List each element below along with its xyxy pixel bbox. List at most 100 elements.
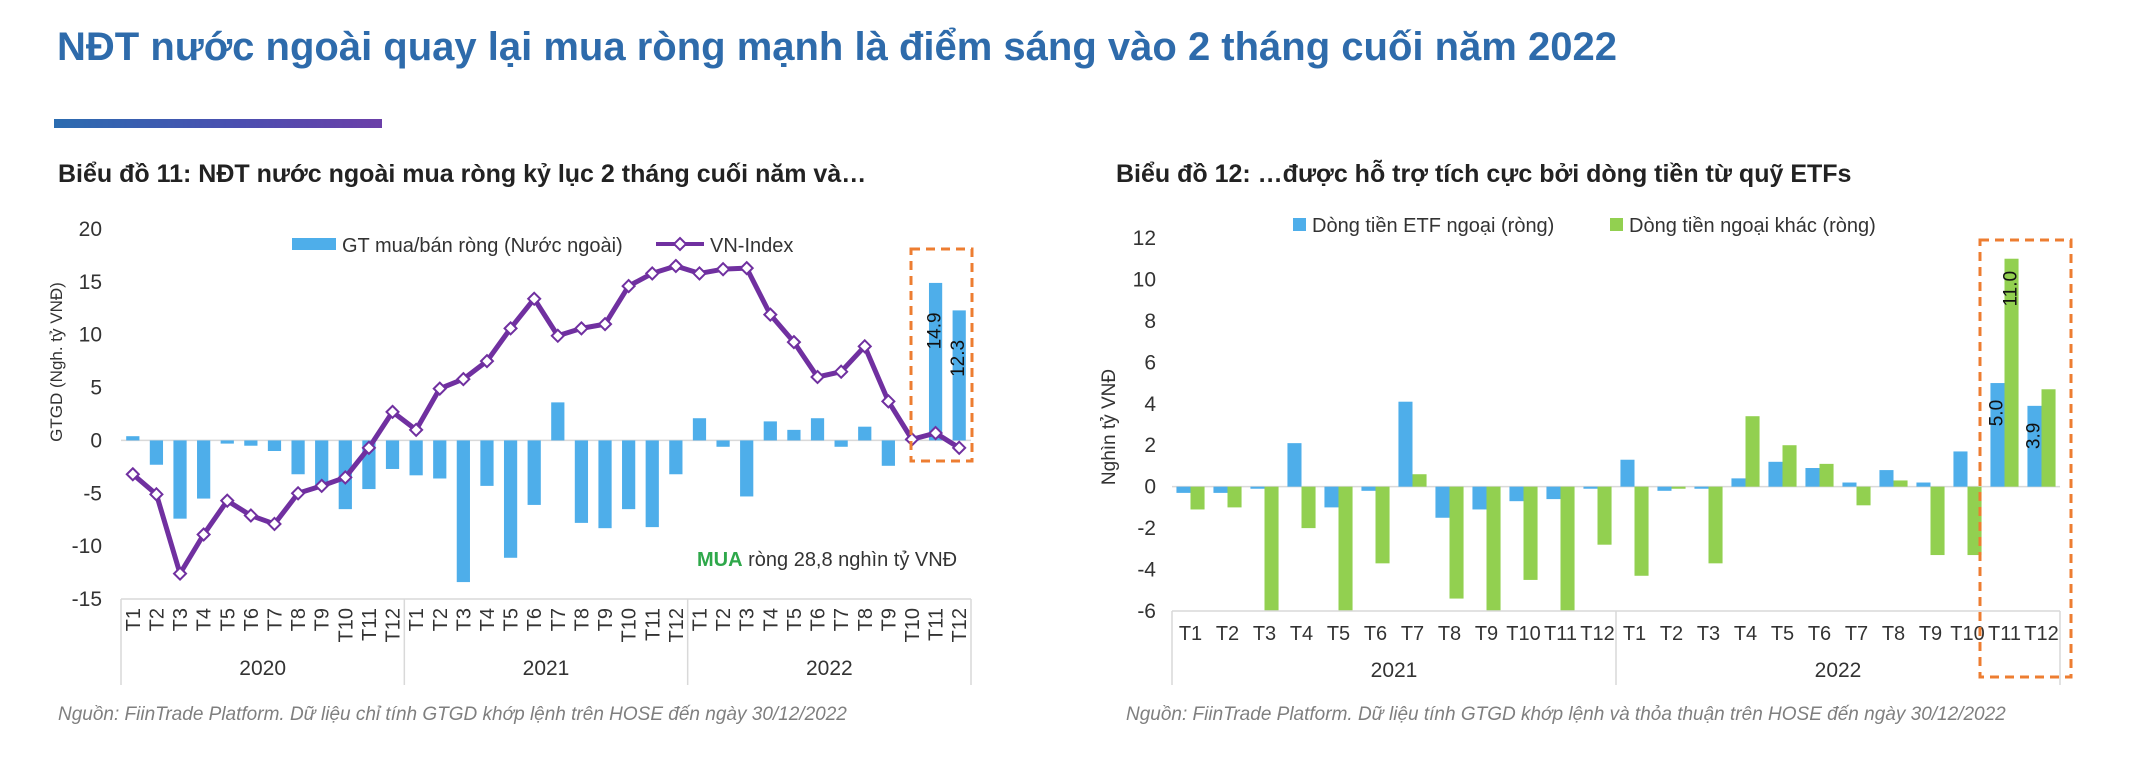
chart11-bar <box>645 440 659 528</box>
chart11-vnindex-marker <box>385 404 400 420</box>
chart11-bar <box>267 440 282 451</box>
chart11-ylabel: GTGD (Ngh. tỷ VNĐ) <box>47 282 66 442</box>
chart11-bar <box>740 440 754 497</box>
chart11-vnindex-marker <box>125 466 141 482</box>
chart11-year-label: 2022 <box>806 657 853 680</box>
chart11-xtick-label: T10 <box>335 608 357 642</box>
chart11-bar <box>928 282 943 441</box>
chart11-vnindex-marker <box>668 258 684 274</box>
chart11-vnindex-marker <box>550 328 566 344</box>
chart11-xtick-label: T3 <box>170 608 192 631</box>
chart11-vnindex-marker <box>715 261 731 277</box>
chart11-bar <box>220 440 234 444</box>
chart11-legend-bar-swatch <box>292 238 336 250</box>
chart11-vnindex-marker <box>408 422 424 438</box>
chart11-xtick-label: T5 <box>217 608 239 631</box>
chart11-vnindex-marker <box>880 393 896 409</box>
chart11-vnindex-marker <box>314 478 330 494</box>
chart11-bar <box>952 310 966 441</box>
chart11-xtick-label: T3 <box>453 608 475 631</box>
chart11-bar <box>385 440 400 469</box>
chart11-xtick-label: T2 <box>146 608 168 631</box>
chart11-bar <box>456 440 470 583</box>
chart11-vnindex-marker <box>432 381 448 397</box>
chart11-bar <box>574 440 589 523</box>
chart11-vnindex-marker <box>337 470 353 485</box>
chart11-vnindex-marker <box>219 493 235 509</box>
chart11-bar <box>551 402 565 441</box>
chart11-annotation-highlight: MUA <box>697 549 743 571</box>
chart11-xtick-label: T9 <box>312 608 334 631</box>
chart11-xtick-label: T10 <box>902 608 924 642</box>
chart11-vnindex-marker <box>762 307 778 323</box>
chart11-xtick-label: T1 <box>123 608 145 631</box>
chart11-xtick-label: T2 <box>713 608 735 631</box>
chart11-data-label: 12.3 <box>948 340 969 377</box>
chart11-xtick-label: T8 <box>855 608 877 631</box>
chart11-xtick-label: T6 <box>524 608 546 631</box>
chart11-xtick-label: T6 <box>241 608 263 631</box>
chart11-vnindex-marker <box>455 371 471 387</box>
chart11-ytick-label: -15 <box>72 588 102 611</box>
chart11-ytick-label: -5 <box>83 482 102 505</box>
chart11-xtick-label: T11 <box>926 608 948 641</box>
chart11-title: Biểu đồ 11: NĐT nước ngoài mua ròng kỷ l… <box>58 160 867 188</box>
chart11-vnindex-marker <box>621 278 637 294</box>
chart11-legend-line-marker <box>672 236 688 252</box>
chart11-bar <box>834 440 848 447</box>
chart11-ytick-label: 10 <box>79 324 102 347</box>
chart11-legend-line-label: VN-Index <box>710 235 793 257</box>
chart11-vnindex-marker <box>692 265 707 281</box>
chart11-bar <box>244 440 258 446</box>
chart11-source-note: Nguồn: FiinTrade Platform. Dữ liệu chỉ t… <box>58 704 847 725</box>
chart11-bar <box>598 440 612 529</box>
chart11-vnindex-marker <box>243 508 259 523</box>
chart11-bar <box>126 436 140 441</box>
chart11-vnindex-marker <box>526 291 542 307</box>
chart11-xtick-label: T12 <box>666 608 688 642</box>
chart11-xtick-label: T9 <box>878 608 900 631</box>
chart11-bar <box>810 418 825 441</box>
chart11-xtick-label: T4 <box>760 608 782 631</box>
chart11-vnindex-marker <box>833 364 849 380</box>
chart11-xtick-label: T11 <box>642 608 664 641</box>
chart11-xtick-label: T12 <box>383 608 405 642</box>
chart11-bar <box>315 440 329 486</box>
chart11-vnindex-marker <box>172 566 188 582</box>
chart12-title: Biểu đồ 12: …được hỗ trợ tích cực bởi dò… <box>1116 160 1852 188</box>
chart11-xtick-label: T7 <box>548 608 570 631</box>
chart11-bar <box>692 418 707 441</box>
chart11-bar <box>173 440 187 519</box>
chart11-ytick-label: 5 <box>90 377 102 400</box>
chart11-vnindex-marker <box>361 440 377 456</box>
chart11-vnindex-marker <box>786 334 802 350</box>
chart11-bar <box>433 440 447 479</box>
chart11-vnindex-marker <box>503 320 518 336</box>
chart11-vnindex-marker <box>951 440 967 456</box>
chart11-bar <box>527 440 541 505</box>
chart11-vnindex-marker <box>479 353 495 369</box>
chart11-xtick-label: T6 <box>808 608 830 631</box>
chart11-vnindex-marker <box>739 260 755 276</box>
chart11-xtick-label: T11 <box>359 608 381 641</box>
chart11-legend-bar-label: GT mua/bán ròng (Nước ngoài) <box>342 235 623 257</box>
chart11-bar <box>881 440 895 466</box>
chart11-xtick-label: T7 <box>264 608 286 631</box>
chart11-xtick-label: T3 <box>737 608 759 631</box>
chart11-ytick-label: 15 <box>79 271 102 294</box>
chart11-vnindex-marker <box>196 527 212 542</box>
chart11-xtick-label: T4 <box>477 608 499 631</box>
chart11-ytick-label: -10 <box>72 535 102 558</box>
chart11-xtick-label: T1 <box>406 608 428 631</box>
title-accent-bar <box>54 119 382 128</box>
chart11-highlight-box <box>909 247 974 463</box>
chart11-bar <box>291 440 305 475</box>
chart11-bar <box>858 426 872 441</box>
chart11-vnindex-marker <box>574 320 589 336</box>
chart11-bar <box>197 440 211 499</box>
chart11-vnindex-line <box>131 263 961 577</box>
chart11-xtick-label: T12 <box>949 608 971 642</box>
chart11-bar <box>787 429 801 441</box>
chart11-year-label: 2020 <box>239 657 286 680</box>
